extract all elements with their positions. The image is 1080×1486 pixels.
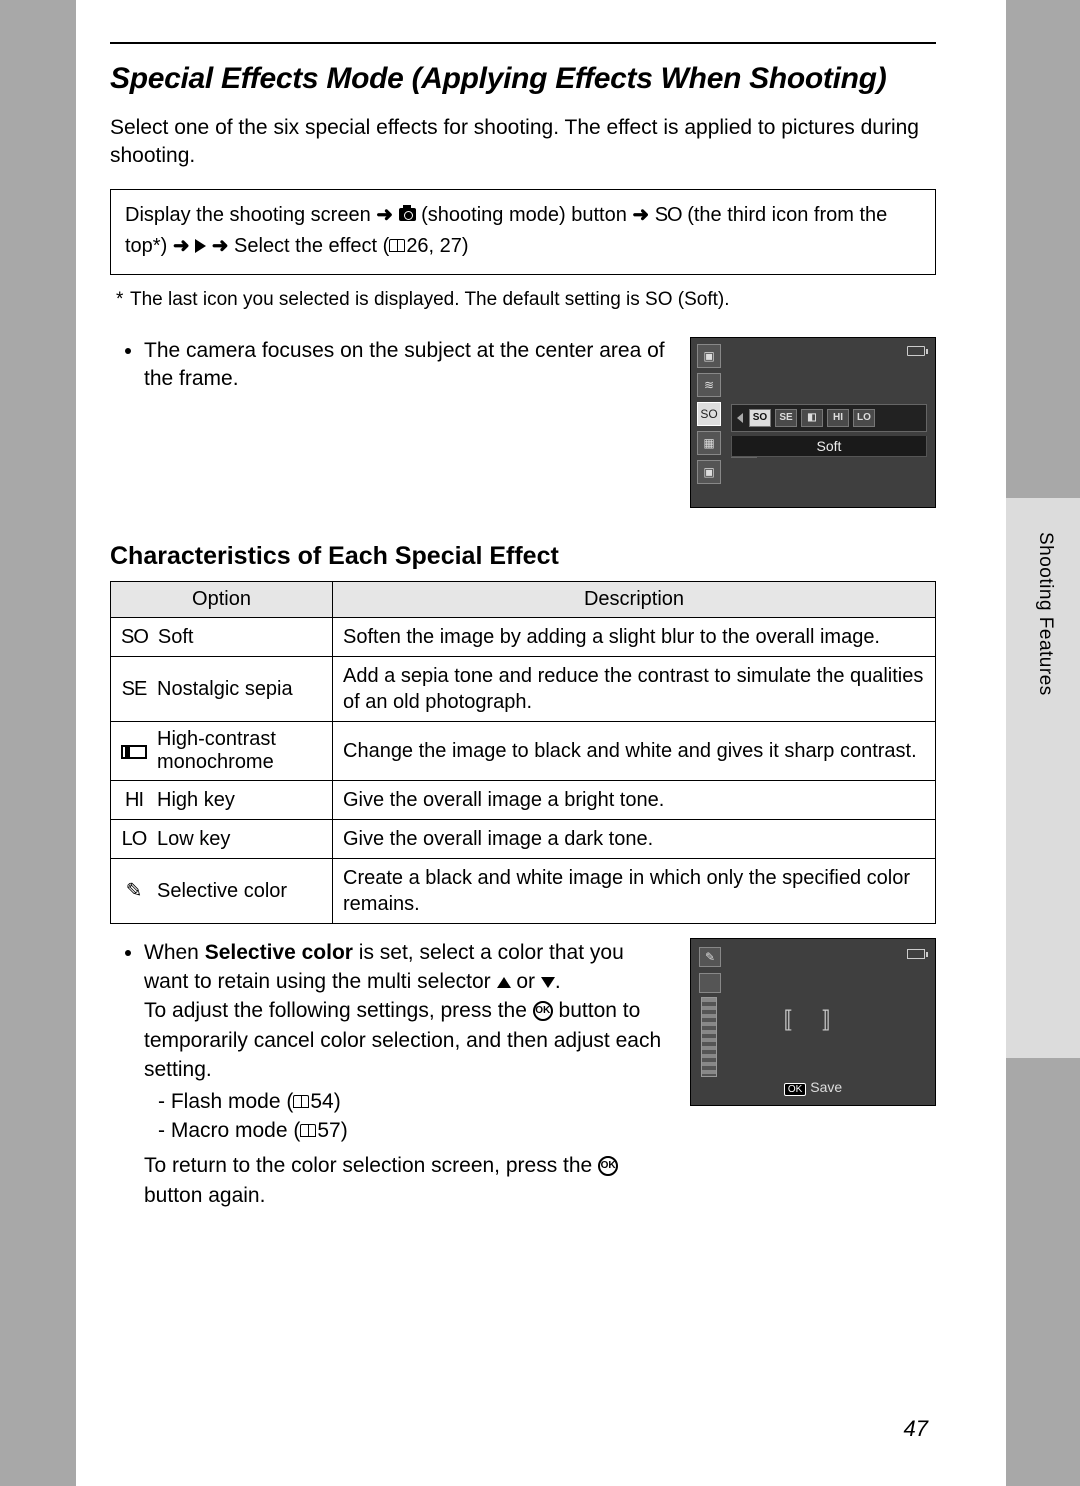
manual-ref-icon [300,1124,316,1137]
table-cell-option: HI High key [111,780,333,819]
table-cell-option: SO Soft [111,617,333,656]
nav-text: 26, 27) [406,235,468,257]
page-title: Special Effects Mode (Applying Effects W… [110,62,936,96]
dash-list: Flash mode (54) Macro mode (57) [144,1087,668,1146]
nav-text: (shooting mode) button [421,204,632,226]
effect-opt: SE [775,409,797,427]
effect-symbol: ✎ [121,878,147,904]
effect-label: Soft [731,436,927,457]
effect-opt: ◧ [801,409,823,427]
arrow-icon: ➜ [212,235,229,257]
th-option: Option [111,581,333,617]
table-cell-desc: Soften the image by adding a slight blur… [333,617,936,656]
mode-icon: ▣ [697,460,721,484]
navigation-box: Display the shooting screen ➜ (shooting … [110,189,936,275]
effect-name: Nostalgic sepia [157,676,293,702]
tail-text: To return to the color selection screen,… [144,1151,668,1210]
brush-icon: ✎ [699,947,721,967]
color-slider [701,997,717,1077]
effect-symbol [121,745,147,759]
save-hint: OKSave [691,1079,935,1095]
ok-button-icon: OK [598,1156,618,1176]
bullet-list: The camera focuses on the subject at the… [110,337,666,394]
th-description: Description [333,581,936,617]
effect-name: High key [157,787,235,813]
mode-icon: ≋ [697,373,721,397]
up-icon [497,977,511,988]
bold-text: Selective color [205,941,353,964]
page-number: 47 [904,1416,928,1442]
focus-brackets-icon: 〚 〛 [770,1003,856,1035]
manual-ref-icon [389,239,405,252]
square-icon [699,973,721,993]
table-cell-option: LO Low key [111,819,333,858]
arrow-icon: ➜ [632,204,649,226]
effects-table: Option Description SO Soft Soften the imag… [110,581,936,924]
mode-icon-selected: SO [697,402,721,426]
section-tab-label: Shooting Features [1034,532,1056,696]
arrow-icon: ➜ [376,204,393,226]
effect-name: High-contrast monochrome [157,728,322,774]
effect-name: Soft [158,624,194,650]
so-symbol: SO [655,204,682,226]
intro-text: Select one of the six special effects fo… [110,114,936,171]
mode-icon: ▣ [697,344,721,368]
down-icon [541,977,555,988]
table-cell-option: SE Nostalgic sepia [111,656,333,721]
bullet-item: The camera focuses on the subject at the… [144,337,666,394]
effect-strip: SO SE ◧ HI LO [731,404,927,432]
effect-symbol: HI [121,787,147,813]
lcd-preview-selective: ✎ 〚 〛 OKSave [690,938,936,1106]
lcd-preview-effects: ▣ ≋ SO ▦ ▣ SO SE ◧ HI LO ✎ Soft [690,337,936,508]
mode-icon: ▦ [697,431,721,455]
effect-symbol: LO [121,826,147,852]
nav-text: Select the effect ( [234,235,389,257]
effect-opt: LO [853,409,875,427]
rule [110,42,936,44]
ok-button-icon: OK [533,1001,553,1021]
table-cell-desc: Give the overall image a dark tone. [333,819,936,858]
table-cell-desc: Give the overall image a bright tone. [333,780,936,819]
battery-icon [907,346,925,356]
table-cell-option: ✎ Selective color [111,858,333,923]
effect-name: Low key [157,826,230,852]
bullet-item: When Selective color is set, select a co… [144,938,668,1211]
effect-symbol: SE [121,676,147,702]
right-icon [195,239,206,253]
effect-opt: SO [749,409,771,427]
table-cell-desc: Create a black and white image in which … [333,858,936,923]
page-body: Special Effects Mode (Applying Effects W… [76,0,1006,1486]
dash-item: Macro mode (57) [158,1116,668,1145]
arrow-icon: ➜ [173,235,190,257]
effect-name: Selective color [157,878,287,904]
effect-opt: HI [827,409,849,427]
table-cell-desc: Add a sepia tone and reduce the contrast… [333,656,936,721]
nav-text: Display the shooting screen [125,204,376,226]
camera-icon [399,208,416,221]
effect-symbol: SO [121,624,148,650]
table-cell-desc: Change the image to black and white and … [333,721,936,780]
manual-ref-icon [293,1095,309,1108]
table-cell-option: High-contrast monochrome [111,721,333,780]
dash-item: Flash mode (54) [158,1087,668,1116]
footnote: *The last icon you selected is displayed… [116,289,936,311]
bullet-list: When Selective color is set, select a co… [110,938,668,1211]
battery-icon [907,949,925,959]
subheading: Characteristics of Each Special Effect [110,542,936,571]
left-arrow-icon [737,413,743,423]
